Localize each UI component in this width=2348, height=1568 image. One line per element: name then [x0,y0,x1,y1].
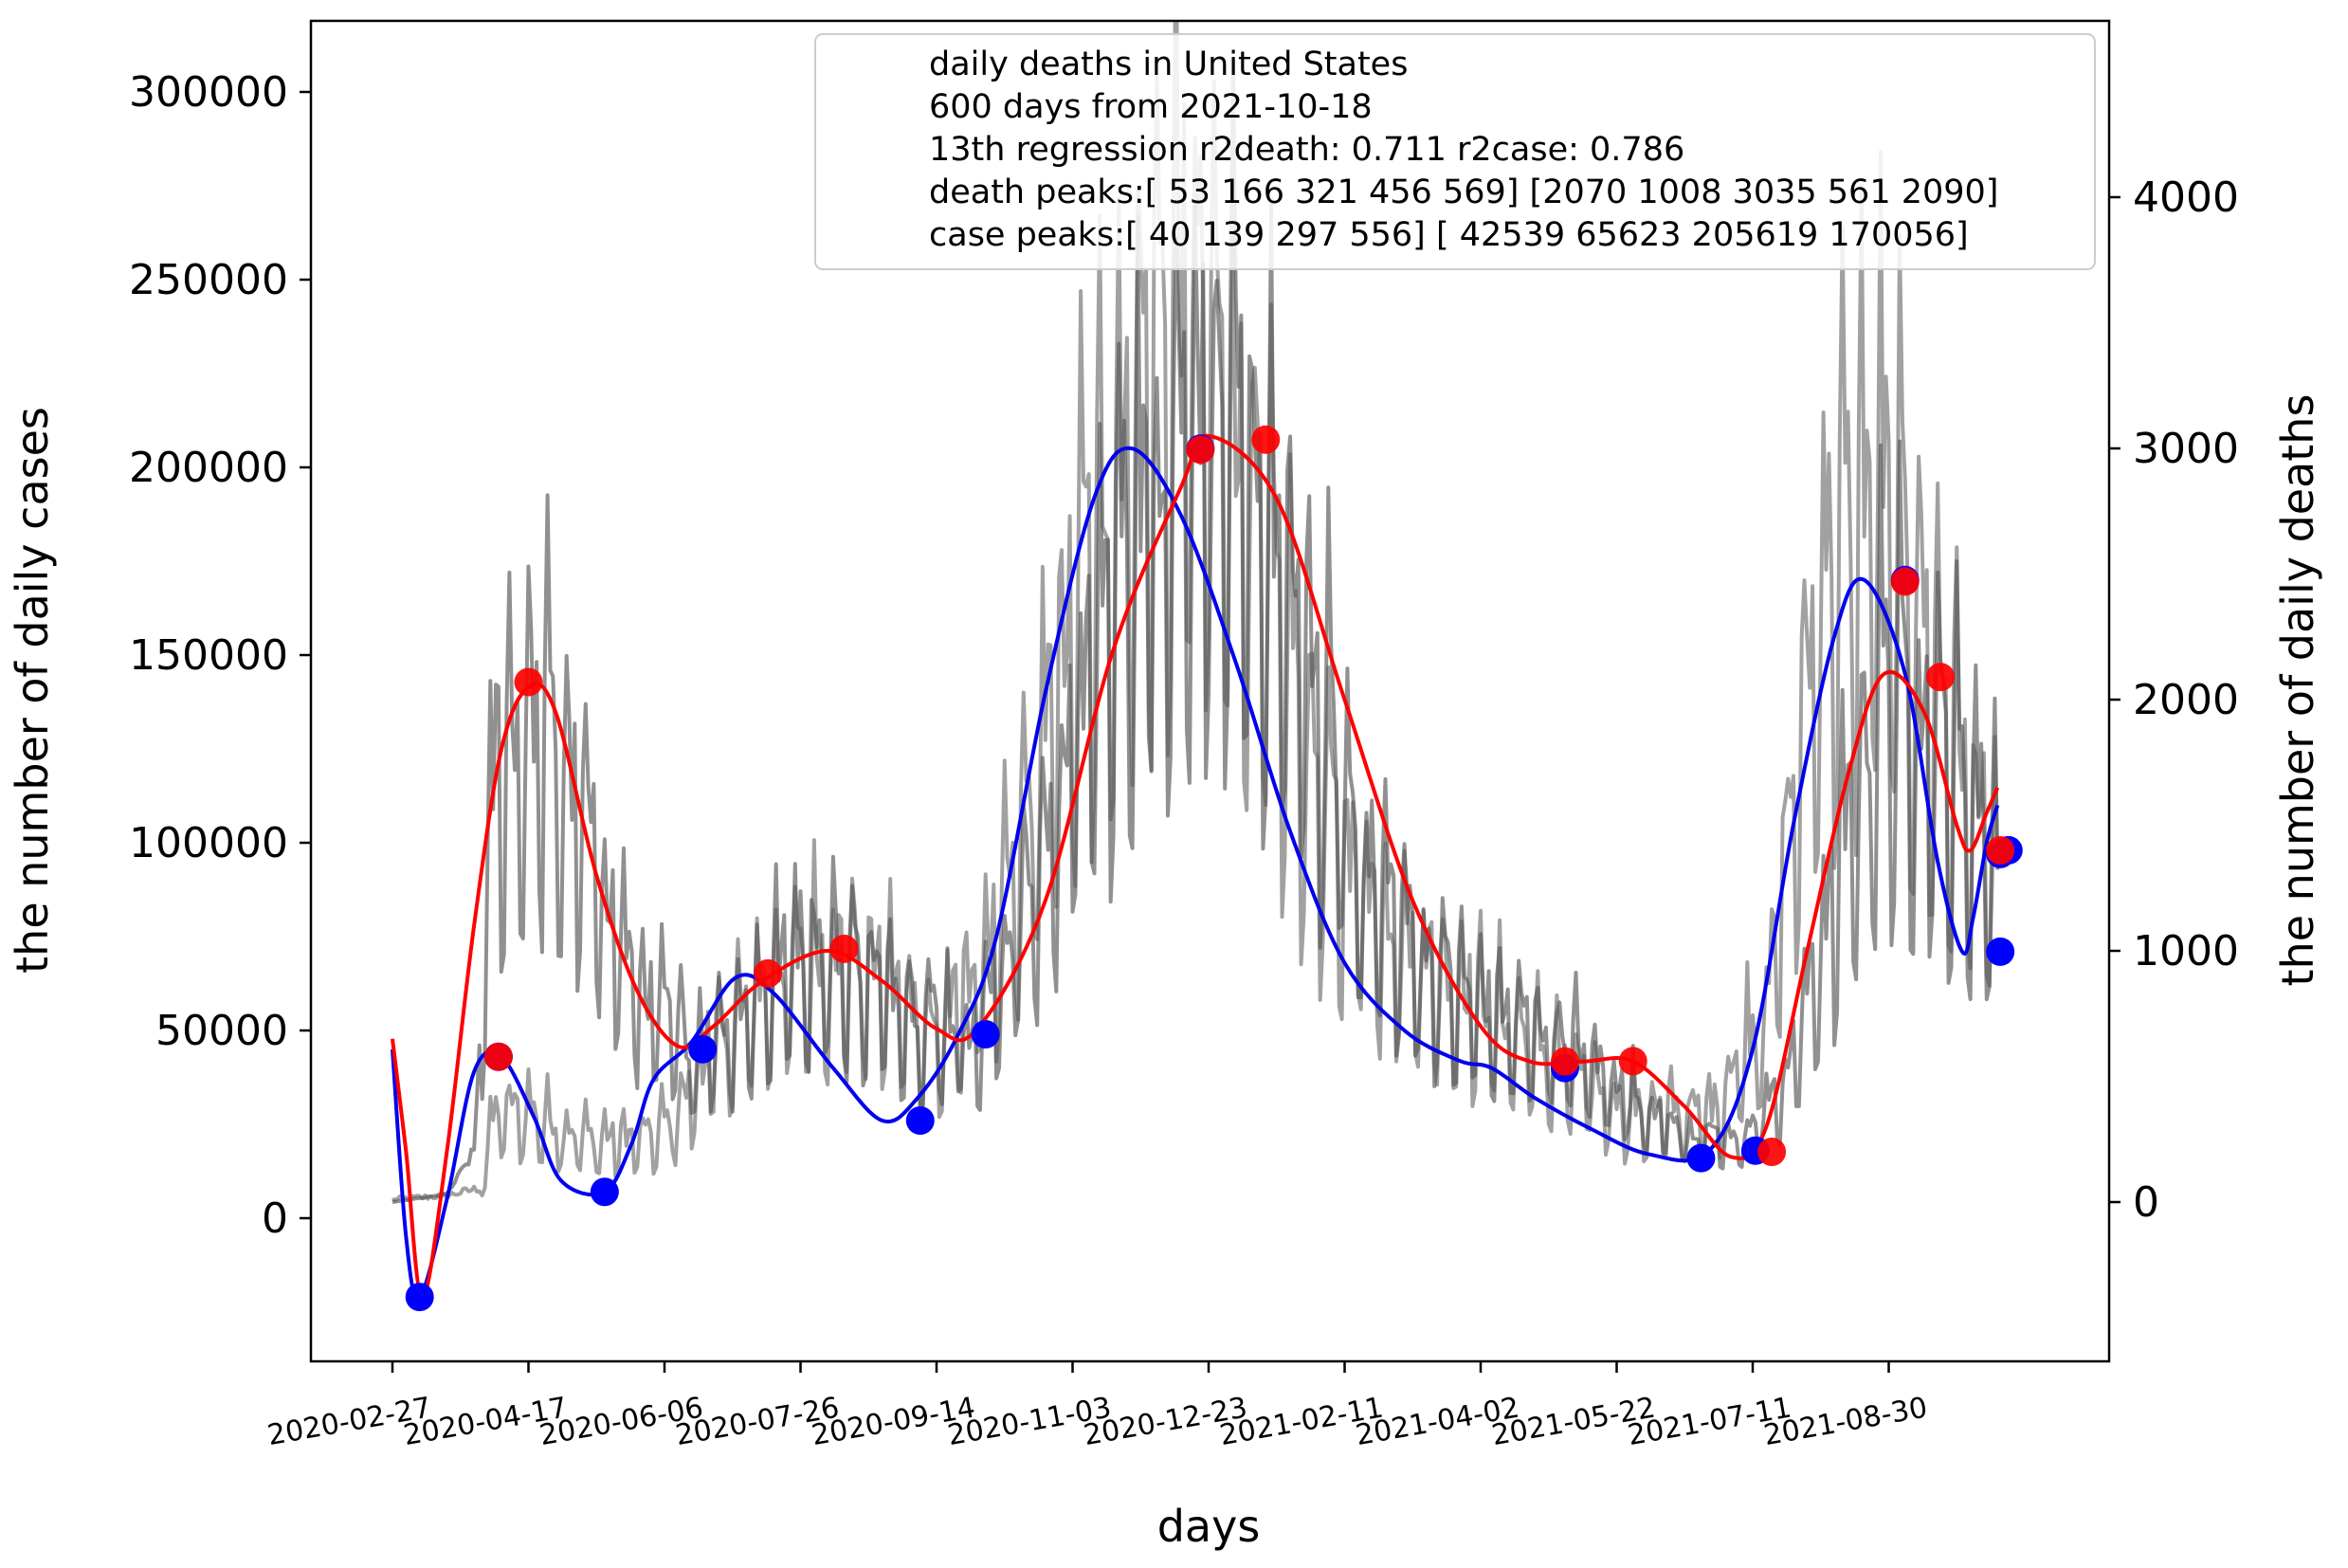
death-turning-point-marker-3 [829,934,859,963]
y-left-tick-label-2: 100000 [129,819,288,867]
death-turning-point-marker-9 [1890,567,1920,596]
case-turning-point-marker-13 [1986,937,2015,966]
regression-layer [391,433,2000,1301]
legend-line-2: 600 days from 2021-10-18 [929,88,1373,126]
case-turning-point-marker-3 [688,1034,718,1064]
y-right-tick-label-0: 0 [2133,1178,2159,1227]
legend-box: daily deaths in United States 600 days f… [814,33,2096,270]
y-left-tick-label-1: 50000 [155,1007,288,1055]
y-right-tick-label-3: 3000 [2133,425,2239,473]
y-left-tick-label-5: 250000 [129,256,288,304]
case-turning-point-marker-0 [405,1283,434,1312]
regression-line-1 [391,433,2000,1300]
y-right-tick-label-1: 1000 [2133,927,2239,975]
legend-line-3: 13th regression r2death: 0.711 r2case: 0… [929,131,1684,169]
legend-line-4: death peaks:[ 53 166 321 456 569] [2070 … [929,173,1998,211]
y-axis-left-title: the number of daily cases [7,407,58,974]
y-left-tick-label-4: 200000 [129,444,288,492]
death-turning-point-marker-7 [1618,1047,1647,1076]
case-turning-point-marker-4 [905,1106,935,1136]
marker-layer [405,425,2023,1312]
regression-line-0 [391,446,2000,1301]
legend-line-5: case peaks:[ 40 139 297 556] [ 42539 656… [929,216,1969,254]
case-turning-point-marker-8 [1686,1143,1716,1173]
y-left-tick-label-3: 150000 [129,631,288,680]
death-turning-point-marker-11 [1986,836,2015,865]
death-turning-point-marker-4 [1186,435,1215,465]
y-left-tick-label-0: 0 [262,1194,288,1243]
case-turning-point-marker-2 [590,1177,619,1207]
death-turning-point-marker-8 [1757,1138,1787,1166]
legend-frame [814,33,2096,270]
death-turning-point-marker-1 [514,667,543,697]
y-left-tick-label-6: 300000 [129,68,288,117]
death-turning-point-marker-0 [483,1042,513,1071]
legend-line-1: daily deaths in United States [929,46,1408,83]
death-turning-point-marker-6 [1550,1047,1579,1076]
death-turning-point-marker-2 [754,958,783,988]
death-turning-point-marker-10 [1926,663,1956,692]
x-axis-title: days [1157,1501,1261,1552]
y-right-tick-label-4: 4000 [2133,173,2239,222]
y-right-tick-label-2: 2000 [2133,676,2239,724]
y-axis-right-title: the number of daily deaths [2272,394,2323,987]
case-turning-point-marker-5 [971,1019,1000,1048]
death-turning-point-marker-5 [1251,425,1281,454]
plot-frame [309,19,2111,1363]
